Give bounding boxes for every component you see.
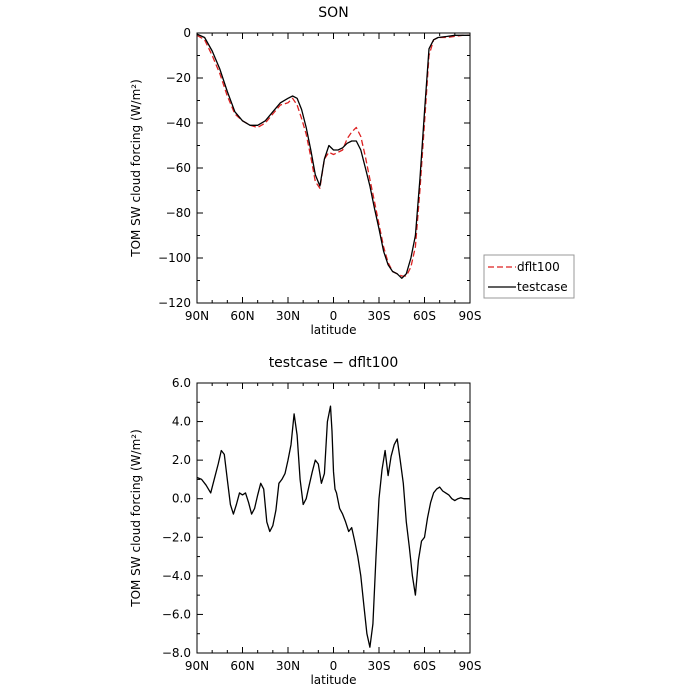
chart-son: SON 90N 60N 30N 0 30S 60S 90S 0 −20 −40 −60 −80 −100 −… bbox=[129, 5, 575, 337]
x-tick-label: 60S bbox=[413, 309, 436, 323]
y-axis-label: TOM SW cloud forcing (W/m²) bbox=[129, 429, 143, 608]
legend: dflt100 testcase bbox=[483, 254, 575, 299]
series-line-dflt100 bbox=[196, 34, 470, 277]
series-line-testcase bbox=[196, 33, 470, 279]
plot-frame bbox=[196, 382, 471, 654]
legend-box bbox=[483, 254, 575, 299]
x-tick-label: 30N bbox=[276, 309, 300, 323]
series-line-testcase-dflt100 bbox=[196, 405, 470, 648]
y-tick-label: −4.0 bbox=[162, 569, 191, 583]
y-tick-label: −6.0 bbox=[162, 607, 191, 621]
legend-label: testcase bbox=[517, 280, 568, 294]
x-tick-label: 0 bbox=[330, 309, 338, 323]
x-tick-label: 90N bbox=[185, 309, 209, 323]
y-tick-label: 4.0 bbox=[172, 415, 191, 429]
y-tick-label: −60 bbox=[166, 161, 191, 175]
y-tick-label: −2.0 bbox=[162, 530, 191, 544]
x-tick-label: 90N bbox=[185, 659, 209, 673]
x-tick-label: 90S bbox=[459, 309, 482, 323]
y-tick-label: −8.0 bbox=[162, 646, 191, 660]
y-tick-label: 0 bbox=[183, 26, 191, 40]
x-tick-label: 60S bbox=[413, 659, 436, 673]
y-tick-label: −20 bbox=[166, 71, 191, 85]
y-tick-label: −40 bbox=[166, 116, 191, 130]
y-tick-label: 2.0 bbox=[172, 453, 191, 467]
x-tick-label: 0 bbox=[330, 659, 338, 673]
x-tick-label: 30N bbox=[276, 659, 300, 673]
x-tick-label: 30S bbox=[368, 659, 391, 673]
x-tick-label: 90S bbox=[459, 659, 482, 673]
x-tick-label: 60N bbox=[230, 659, 254, 673]
y-axis-label: TOM SW cloud forcing (W/m²) bbox=[129, 79, 143, 258]
x-axis-label: latitude bbox=[310, 673, 356, 687]
x-tick-label: 30S bbox=[368, 309, 391, 323]
chart-title: testcase − dflt100 bbox=[269, 355, 399, 371]
y-tick-label: −100 bbox=[158, 251, 191, 265]
y-tick-label: −80 bbox=[166, 206, 191, 220]
x-axis-label: latitude bbox=[310, 323, 356, 337]
x-tick-label: 60N bbox=[230, 309, 254, 323]
chart-title: SON bbox=[318, 5, 348, 21]
y-tick-label: 6.0 bbox=[172, 376, 191, 390]
chart-difference: testcase − dflt100 90N 60N 30N 0 30S 60S 90S 6.0… bbox=[129, 355, 481, 687]
y-tick-label: 0.0 bbox=[172, 492, 191, 506]
y-tick-label: −120 bbox=[158, 296, 191, 310]
plot-frame bbox=[196, 32, 471, 304]
legend-label: dflt100 bbox=[517, 260, 560, 274]
